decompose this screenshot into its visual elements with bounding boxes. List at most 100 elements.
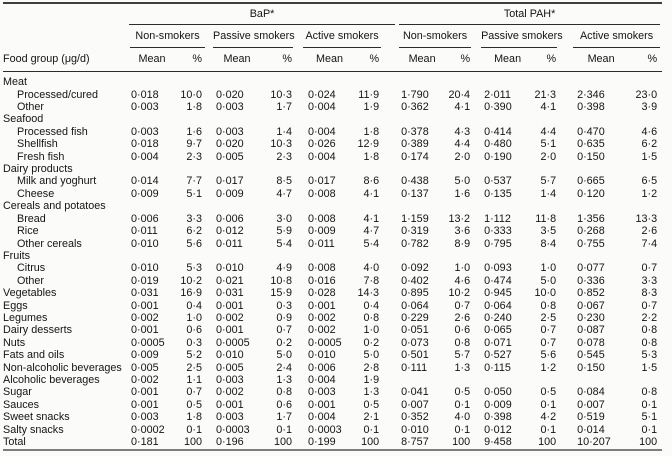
mean-cell: 0·020 xyxy=(216,138,244,151)
mean-cell: 0·001 xyxy=(131,299,159,312)
pct-cell xyxy=(625,374,662,386)
subheader-bap-active: Active smokers xyxy=(297,25,395,48)
row-label: Bread xyxy=(17,212,46,225)
pct-cell xyxy=(351,72,395,89)
pah-intake-table: Food group (μg/d) BaP* Total PAH* Non-sm… xyxy=(3,2,663,452)
mean-cell: 0·007 xyxy=(401,398,429,411)
pct-cell: 1·7 xyxy=(276,101,292,114)
pct-cell: 3·5 xyxy=(540,225,557,238)
pct-cell: 1·7 xyxy=(276,411,292,424)
pct-cell: 3·0 xyxy=(276,212,292,225)
pct-cell: 5·3 xyxy=(186,262,202,275)
mean-cell: 0·135 xyxy=(484,187,512,200)
mean-cell: 0·0005 xyxy=(131,336,165,349)
pct-cell: 100 xyxy=(258,436,297,452)
table-row: Milk and yoghurt 0·014 7·7 0·017 8·5 0·017 8·6… xyxy=(3,175,662,187)
row-label: Processed fish xyxy=(17,125,88,138)
mean-cell: 0·001 xyxy=(308,299,336,312)
mean-cell: 0·0005 xyxy=(216,336,250,349)
pct-cell: 0·8 xyxy=(540,299,557,312)
pct-cell: 5·0 xyxy=(540,274,557,287)
pct-cell: 0·8 xyxy=(454,336,471,349)
mean-cell: 0·196 xyxy=(207,436,258,452)
pct-cell xyxy=(625,72,662,89)
pct-cell: 5·1 xyxy=(641,411,658,424)
row-label: Alcoholic beverages xyxy=(3,373,100,386)
pct-cell: 10·0 xyxy=(534,287,557,300)
mean-cell: 0·010 xyxy=(131,237,159,250)
pct-cell xyxy=(258,163,297,175)
pct-cell: 0·6 xyxy=(186,324,202,337)
pct-cell: 8·6 xyxy=(363,175,380,188)
mean-cell: 0·390 xyxy=(484,101,512,114)
table-row: Salty snacks 0·0002 0·1 0·0003 0·1 0·0003 0·1 0… xyxy=(3,424,662,436)
pct-header: % xyxy=(173,47,207,73)
mean-cell: 0·150 xyxy=(577,361,605,374)
row-label: Dairy products xyxy=(3,163,73,176)
mean-cell: 0·002 xyxy=(216,311,244,324)
row-label: Fruits xyxy=(3,249,30,262)
pct-cell: 2·3 xyxy=(276,150,292,163)
table-row: Shellfish 0·018 9·7 0·020 10·3 0·026 12·9 0·389… xyxy=(3,138,662,150)
pct-cell: 6·2 xyxy=(186,225,202,238)
pct-cell: 0·1 xyxy=(454,398,471,411)
mean-cell: 0·067 xyxy=(577,299,605,312)
row-label: Vegetables xyxy=(3,287,57,300)
pct-cell xyxy=(258,250,297,262)
mean-cell: 0·003 xyxy=(216,125,244,138)
mean-cell: 0·009 xyxy=(484,398,512,411)
mean-cell: 0·003 xyxy=(131,125,159,138)
table-row: Non-alcoholic beverages 0·005 2·5 0·005 2·4 0… xyxy=(3,362,662,374)
subheader-pah-active: Active smokers xyxy=(561,25,662,48)
pct-cell: 20·4 xyxy=(448,88,471,101)
pct-cell: 8·4 xyxy=(540,237,557,250)
pct-cell: 5·4 xyxy=(363,237,380,250)
mean-cell: 0·020 xyxy=(216,88,244,101)
mean-cell: 0·009 xyxy=(131,349,159,362)
mean-cell: 0·470 xyxy=(577,125,605,138)
pct-cell: 0·5 xyxy=(186,398,202,411)
pct-cell: 2·5 xyxy=(186,361,202,374)
pct-cell: 1·1 xyxy=(186,373,202,386)
mean-cell: 9·458 xyxy=(475,436,532,452)
mean-cell: 0·073 xyxy=(401,336,429,349)
pct-cell: 5·7 xyxy=(540,175,557,188)
mean-cell: 0·009 xyxy=(216,187,244,200)
pct-cell xyxy=(443,374,475,386)
pct-cell xyxy=(173,163,207,175)
mean-cell: 0·006 xyxy=(308,361,336,374)
pct-cell xyxy=(258,113,297,125)
table-group-row: Seafood xyxy=(3,113,662,125)
pct-cell: 0·1 xyxy=(186,423,202,436)
pct-cell xyxy=(351,163,395,175)
mean-cell xyxy=(475,200,531,212)
pct-cell xyxy=(625,250,662,262)
row-label: Nuts xyxy=(3,336,26,349)
mean-cell: 0·001 xyxy=(308,398,336,411)
mean-cell: 0·665 xyxy=(577,175,605,188)
pct-cell xyxy=(531,113,561,125)
mean-header: Mean xyxy=(475,47,532,73)
pct-cell: 2·0 xyxy=(540,150,557,163)
pct-header: % xyxy=(443,47,476,73)
pct-cell: 1·0 xyxy=(454,262,471,275)
pct-cell: 1·3 xyxy=(363,386,380,399)
pct-cell: 11·8 xyxy=(535,212,557,225)
mean-cell: 0·006 xyxy=(216,212,244,225)
pct-cell: 1·5 xyxy=(641,361,658,374)
mean-cell: 0·527 xyxy=(484,349,512,362)
mean-cell: 0·003 xyxy=(308,386,336,399)
mean-cell: 0·012 xyxy=(216,225,244,238)
pct-cell: 10·3 xyxy=(270,88,292,101)
mean-cell: 0·092 xyxy=(401,262,429,275)
mean-cell: 0·008 xyxy=(308,187,336,200)
pct-cell: 10·8 xyxy=(270,274,292,287)
group-header-total-pah-label: Total PAH* xyxy=(399,8,661,26)
mean-cell xyxy=(395,72,443,89)
subheader-bap-nonsmokers: Non-smokers xyxy=(127,25,207,48)
mean-header: Mean xyxy=(297,47,351,73)
pct-cell: 4·0 xyxy=(363,262,380,275)
mean-cell: 0·016 xyxy=(308,274,336,287)
mean-cell: 0·398 xyxy=(484,411,512,424)
table-group-row: Dairy products xyxy=(3,163,662,175)
